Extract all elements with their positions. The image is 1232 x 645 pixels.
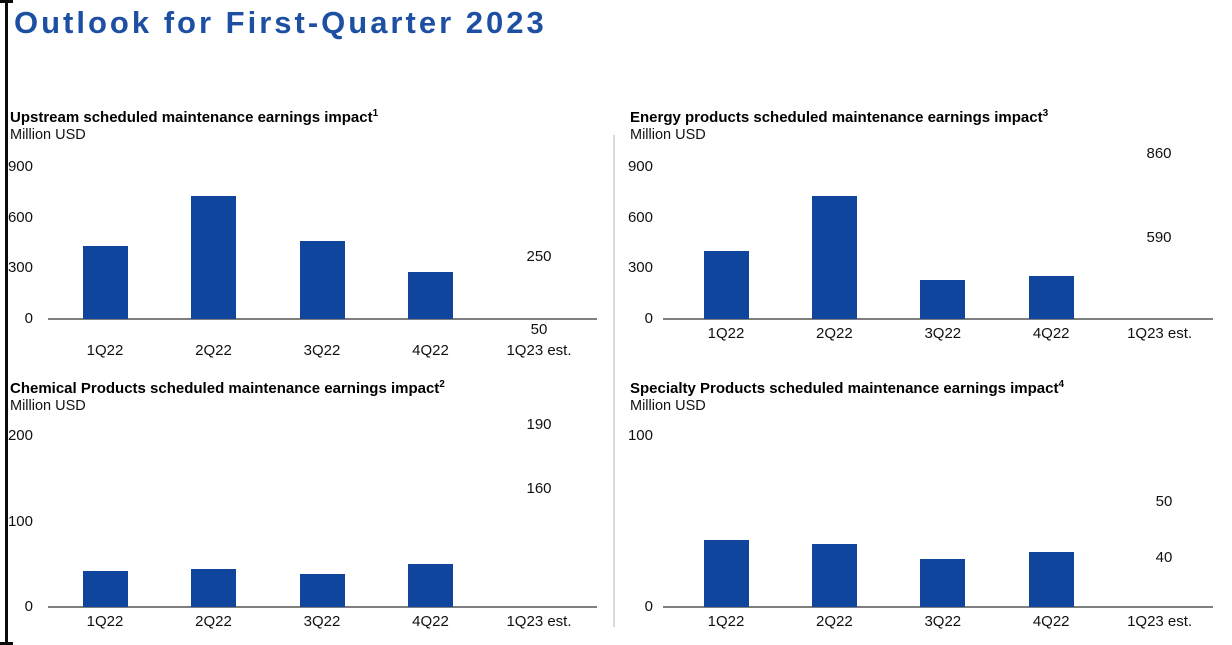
estimate-high-label: 860 — [1146, 144, 1172, 162]
x-axis-line — [663, 606, 1213, 608]
x-axis-line — [48, 606, 597, 608]
y-tick-label: 900 — [7, 158, 33, 175]
bar-3q22 — [920, 559, 966, 607]
footnote-marker: 4 — [1058, 379, 1065, 390]
axis-unit-label: Million USD — [10, 398, 86, 414]
estimate-low-label: 40 — [1155, 548, 1173, 566]
x-tick-label-4q22: 4Q22 — [412, 342, 449, 359]
estimate-high-label: 250 — [526, 247, 552, 265]
chart-title-text: Chemical Products scheduled maintenance … — [10, 380, 440, 397]
bar-3q22 — [920, 280, 966, 319]
x-axis-line — [48, 318, 597, 320]
y-tick-label: 600 — [627, 208, 653, 226]
chart-title-text: Specialty Products scheduled maintenance… — [630, 380, 1059, 397]
x-tick-label-1q23-est: 1Q23 est. — [1127, 613, 1193, 630]
x-tick-label-1q23-est: 1Q23 est. — [506, 342, 572, 359]
y-tick-label: 0 — [644, 310, 653, 327]
x-tick-label-2q22: 2Q22 — [816, 325, 853, 342]
footnote-marker: 1 — [372, 108, 379, 119]
bar-2q22 — [191, 569, 236, 607]
x-tick-label-3q22: 3Q22 — [303, 613, 341, 630]
y-tick-label: 200 — [7, 427, 33, 444]
bar-4q22 — [408, 271, 453, 319]
bar-1q22 — [703, 540, 749, 607]
bar-1q22 — [82, 571, 128, 607]
axis-unit-label: Million USD — [630, 398, 706, 414]
x-tick-label-2q22: 2Q22 — [816, 613, 853, 630]
x-tick-label-1q22: 1Q22 — [707, 613, 745, 630]
x-tick-label-4q22: 4Q22 — [412, 613, 449, 630]
bar-4q22 — [1028, 275, 1074, 319]
x-tick-label-1q22: 1Q22 — [707, 325, 745, 342]
x-tick-label-3q22: 3Q22 — [924, 325, 962, 342]
bar-2q22 — [811, 195, 857, 319]
range-stem — [5, 1, 8, 644]
chart-title: Upstream scheduled maintenance earnings … — [10, 105, 378, 127]
x-tick-label-2q22: 2Q22 — [195, 613, 232, 630]
bar-1q22 — [82, 246, 128, 319]
y-tick-label: 300 — [627, 259, 653, 277]
chart-title: Energy products scheduled maintenance ea… — [630, 105, 1048, 127]
y-tick-label: 900 — [627, 158, 653, 175]
chart-title: Chemical Products scheduled maintenance … — [10, 376, 445, 398]
estimate-range-marker — [0, 0, 13, 645]
page-title: Outlook for First-Quarter 2023 — [14, 5, 547, 40]
bar-4q22 — [408, 564, 453, 607]
x-tick-label-1q22: 1Q22 — [86, 613, 124, 630]
y-tick-label: 0 — [24, 310, 33, 327]
x-tick-label-3q22: 3Q22 — [924, 613, 962, 630]
chart-title-text: Upstream scheduled maintenance earnings … — [10, 109, 373, 126]
x-tick-label-1q22: 1Q22 — [86, 342, 124, 359]
bar-3q22 — [299, 241, 345, 319]
footnote-marker: 2 — [439, 379, 445, 390]
x-tick-label-1q23-est: 1Q23 est. — [506, 613, 572, 630]
estimate-low-label: 160 — [526, 480, 552, 498]
vertical-divider — [613, 135, 615, 627]
chart-title: Specialty Products scheduled maintenance… — [630, 376, 1064, 398]
footnote-marker: 3 — [1042, 108, 1049, 119]
y-tick-label: 0 — [644, 598, 653, 615]
bar-2q22 — [811, 543, 857, 607]
y-tick-label: 300 — [7, 259, 33, 277]
x-axis-line — [663, 318, 1213, 320]
estimate-low-label: 50 — [530, 320, 548, 338]
x-tick-label-4q22: 4Q22 — [1032, 613, 1070, 630]
x-tick-label-3q22: 3Q22 — [303, 342, 341, 359]
axis-unit-label: Million USD — [630, 127, 706, 143]
x-tick-label-4q22: 4Q22 — [1032, 325, 1070, 342]
axis-unit-label: Million USD — [10, 127, 86, 143]
estimate-high-label: 50 — [1155, 492, 1173, 510]
estimate-high-label: 190 — [526, 415, 552, 433]
bar-1q22 — [703, 251, 749, 319]
x-tick-label-1q23-est: 1Q23 est. — [1127, 325, 1193, 342]
range-cap-bottom — [0, 642, 13, 645]
y-tick-label: 0 — [24, 598, 33, 615]
y-tick-label: 100 — [627, 427, 653, 444]
chart-title-text: Energy products scheduled maintenance ea… — [630, 109, 1043, 126]
y-tick-label: 600 — [7, 208, 33, 226]
estimate-low-label: 590 — [1146, 229, 1172, 247]
bar-4q22 — [1028, 552, 1074, 607]
bar-3q22 — [299, 573, 345, 607]
y-tick-label: 100 — [7, 512, 33, 530]
bar-2q22 — [191, 195, 236, 319]
x-tick-label-2q22: 2Q22 — [195, 342, 232, 359]
